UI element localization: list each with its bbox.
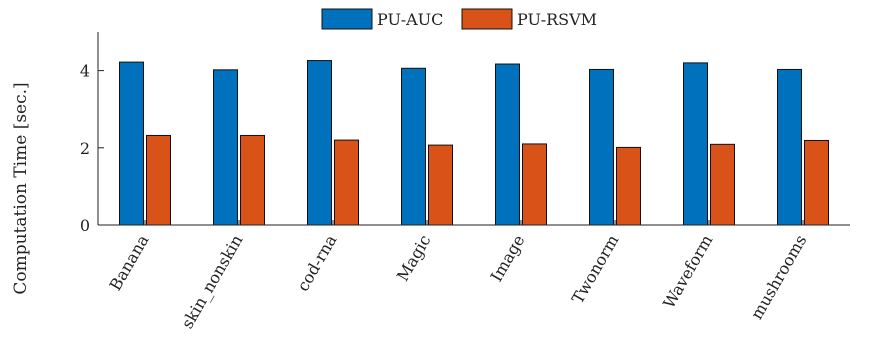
bar-pu-rsvm-1 [240,134,265,226]
bar-pu-rsvm-4 [522,143,547,226]
bar-pu-auc-1 [213,69,238,226]
bar-pu-rsvm-0 [146,134,171,226]
x-tick-label: skin_nonskin [178,232,247,332]
y-ticks: 0 2 4 [80,62,104,235]
x-ticks: Banana skin_nonskin cod-rna Magic Image Twono… [106,220,811,332]
x-tick-label: Image [487,232,529,285]
bar-pu-auc-6 [683,62,708,226]
legend-swatch-pu-rsvm [461,8,513,30]
bar-pu-auc-5 [589,68,614,226]
x-tick-label: Magic [393,231,435,284]
y-axis-label: Computation Time [sec.] [11,82,31,294]
legend-swatch-pu-auc [321,8,373,30]
y-tick-label: 4 [80,62,90,81]
x-tick-label: cod-rna [293,231,341,294]
legend-label-pu-rsvm: PU-RSVM [517,10,597,29]
bar-pu-auc-7 [777,68,802,226]
y-tick-label: 0 [80,216,90,235]
bar-pu-auc-2 [307,60,332,226]
x-tick-label: mushrooms [747,232,811,323]
bar-pu-rsvm-2 [334,139,359,226]
bar-pu-auc-0 [119,61,144,226]
bar-pu-rsvm-5 [616,146,641,226]
bar-pu-auc-4 [495,63,520,226]
x-tick-label: Waveform [659,232,716,312]
bar-pu-rsvm-3 [428,144,453,226]
legend: PU-AUC PU-RSVM [321,8,597,30]
bar-pu-auc-3 [401,67,426,226]
y-tick-label: 2 [80,139,90,158]
legend-label-pu-auc: PU-AUC [377,10,443,29]
bars [119,60,829,226]
x-tick-label: Twonorm [568,232,623,307]
bar-pu-rsvm-7 [804,139,829,226]
bar-pu-rsvm-6 [710,143,735,226]
axes [97,32,850,226]
x-tick-label: Banana [106,231,153,294]
